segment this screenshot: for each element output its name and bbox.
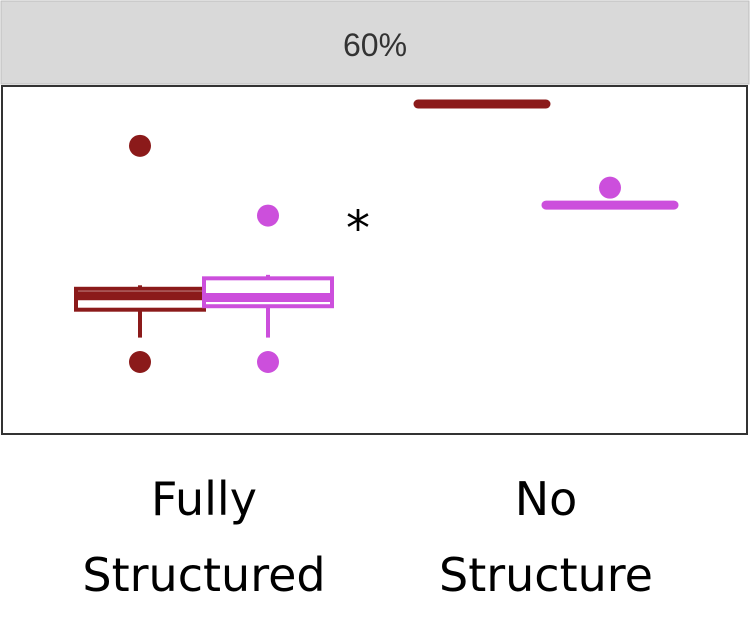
significance-annotation: * [346,201,370,257]
series-2-cat-1-outlier-2 [257,204,279,227]
series-1-cat-1-outlier-1 [129,351,151,373]
x-tick-label-1-line-2: Structured [82,548,325,602]
series-2-cat-2-outlier-1 [599,176,621,199]
x-tick-label-2-line-1: No [515,472,578,526]
plot-panel [1,85,748,435]
x-axis-labels: Fully Structured No Structure [82,472,653,602]
x-tick-label-1-line-1: Fully [151,472,257,526]
series-2-cat-1-outlier-1 [257,351,279,373]
facet-strip-label: 60% [343,27,407,63]
x-tick-label-2-line-2: Structure [439,548,653,602]
series-2-cat-1-box [202,276,334,309]
facet-strip [0,0,750,85]
series-1-cat-1-outlier-2 [129,134,151,157]
box-plot-marks [74,99,679,373]
